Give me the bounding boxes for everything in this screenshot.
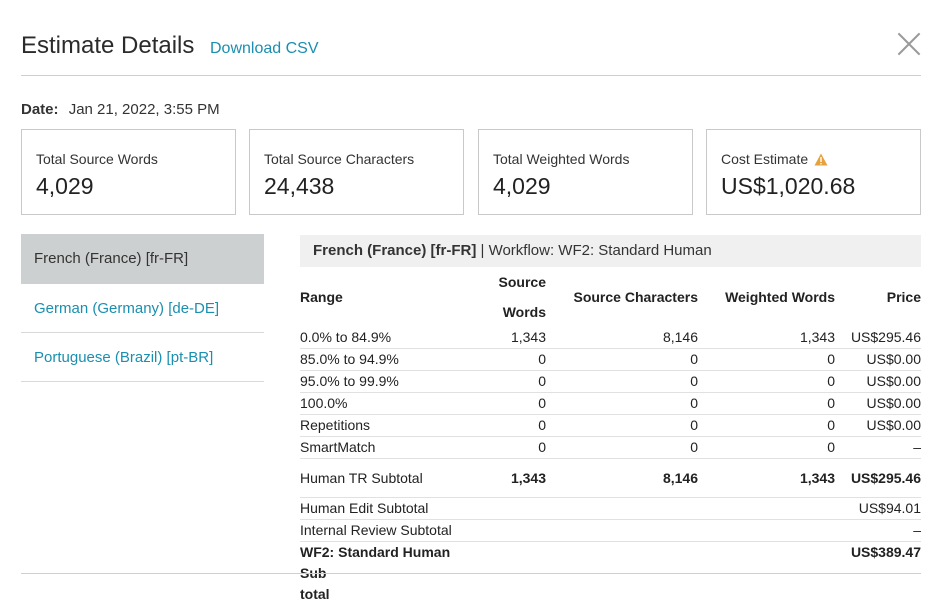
divider	[21, 573, 921, 574]
table-header-row: Range Source Words Source Characters Wei…	[300, 267, 921, 327]
price-cell: US$0.00	[835, 415, 921, 437]
table-row: 0.0% to 84.9% 1,343 8,146 1,343 US$295.4…	[300, 327, 921, 349]
subtotal-price: US$295.46	[835, 459, 921, 498]
close-icon[interactable]	[897, 32, 921, 56]
subtotal-row: Human TR Subtotal 1,343 8,146 1,343 US$2…	[300, 459, 921, 498]
weighted-words-cell: 0	[698, 349, 835, 371]
source-words-cell: 0	[476, 349, 546, 371]
card-total-source-words: Total Source Words 4,029	[21, 129, 236, 215]
download-csv-link[interactable]: Download CSV	[210, 38, 319, 60]
total-label-line2: total	[300, 586, 330, 602]
range-cell: Repetitions	[300, 415, 476, 437]
source-words-cell: 1,343	[476, 327, 546, 349]
source-characters-cell: 8,146	[546, 327, 698, 349]
column-header: Weighted Words	[698, 267, 835, 327]
source-characters-cell: 0	[546, 349, 698, 371]
subtotal-weighted-words: 1,343	[698, 459, 835, 498]
card-label: Total Weighted Words	[493, 150, 678, 168]
table-row: Internal Review Subtotal –	[300, 520, 921, 542]
subtotal-source-words: 1,343	[476, 459, 546, 498]
card-value: US$1,020.68	[721, 172, 906, 200]
table-row: 95.0% to 99.9% 0 0 0 US$0.00	[300, 371, 921, 393]
language-item-de-de[interactable]: German (Germany) [de-DE]	[21, 284, 264, 333]
source-words-cell: 0	[476, 393, 546, 415]
detail-heading: French (France) [fr-FR] | Workflow: WF2:…	[300, 235, 921, 267]
total-label-line1: WF2: Standard Human Sub	[300, 544, 450, 581]
date-label: Date:	[21, 101, 59, 118]
card-label: Total Source Characters	[264, 150, 449, 168]
language-detail-panel: French (France) [fr-FR] | Workflow: WF2:…	[300, 235, 921, 605]
source-words-cell: 0	[476, 371, 546, 393]
warning-icon[interactable]	[814, 153, 828, 166]
table-row: 100.0% 0 0 0 US$0.00	[300, 393, 921, 415]
card-total-source-characters: Total Source Characters 24,438	[249, 129, 464, 215]
range-cell: SmartMatch	[300, 437, 476, 459]
detail-language: French (France) [fr-FR]	[313, 242, 476, 259]
weighted-words-cell: 0	[698, 415, 835, 437]
page-title: Estimate Details	[21, 30, 194, 62]
card-value: 4,029	[36, 172, 221, 200]
price-cell: US$0.00	[835, 349, 921, 371]
card-label-row: Cost Estimate	[721, 150, 906, 168]
price-cell: US$94.01	[835, 498, 921, 520]
source-characters-cell: 0	[546, 393, 698, 415]
range-cell: 95.0% to 99.9%	[300, 371, 476, 393]
card-value: 24,438	[264, 172, 449, 200]
column-header: Source Characters	[546, 267, 698, 327]
card-value: 4,029	[493, 172, 678, 200]
card-label: Total Source Words	[36, 150, 221, 168]
modal-header: Estimate Details Download CSV	[21, 30, 921, 76]
source-characters-cell: 0	[546, 415, 698, 437]
source-characters-cell: 0	[546, 437, 698, 459]
price-cell: –	[835, 520, 921, 542]
range-cell: Internal Review Subtotal	[300, 520, 476, 542]
card-total-weighted-words: Total Weighted Words 4,029	[478, 129, 693, 215]
weighted-words-cell: 0	[698, 393, 835, 415]
card-label: Cost Estimate	[721, 150, 808, 168]
range-cell: 100.0%	[300, 393, 476, 415]
subtotal-source-characters: 8,146	[546, 459, 698, 498]
weighted-words-cell: 0	[698, 371, 835, 393]
source-words-cell: 0	[476, 415, 546, 437]
price-cell: US$0.00	[835, 393, 921, 415]
subtotal-label: Human TR Subtotal	[300, 459, 476, 498]
range-cell: 0.0% to 84.9%	[300, 327, 476, 349]
source-characters-cell: 0	[546, 371, 698, 393]
weighted-words-cell: 0	[698, 437, 835, 459]
date-row: Date: Jan 21, 2022, 3:55 PM	[21, 100, 220, 120]
price-cell: US$295.46	[835, 327, 921, 349]
price-cell: US$0.00	[835, 371, 921, 393]
table-row: Repetitions 0 0 0 US$0.00	[300, 415, 921, 437]
column-header: Range	[300, 267, 476, 327]
date-value: Jan 21, 2022, 3:55 PM	[69, 101, 220, 118]
range-cell: 85.0% to 94.9%	[300, 349, 476, 371]
estimate-table: Range Source Words Source Characters Wei…	[300, 267, 921, 605]
price-cell: –	[835, 437, 921, 459]
source-words-cell: 0	[476, 437, 546, 459]
range-cell: Human Edit Subtotal	[300, 498, 476, 520]
table-row: SmartMatch 0 0 0 –	[300, 437, 921, 459]
card-cost-estimate: Cost Estimate US$1,020.68	[706, 129, 921, 215]
language-item-pt-br[interactable]: Portuguese (Brazil) [pt-BR]	[21, 333, 264, 382]
table-row: 85.0% to 94.9% 0 0 0 US$0.00	[300, 349, 921, 371]
detail-workflow: | Workflow: WF2: Standard Human	[476, 242, 711, 259]
language-item-fr-fr[interactable]: French (France) [fr-FR]	[21, 234, 264, 284]
table-row: Human Edit Subtotal US$94.01	[300, 498, 921, 520]
column-header: Price	[835, 267, 921, 327]
language-list: French (France) [fr-FR] German (Germany)…	[21, 234, 264, 382]
column-header: Source Words	[476, 267, 546, 327]
weighted-words-cell: 1,343	[698, 327, 835, 349]
